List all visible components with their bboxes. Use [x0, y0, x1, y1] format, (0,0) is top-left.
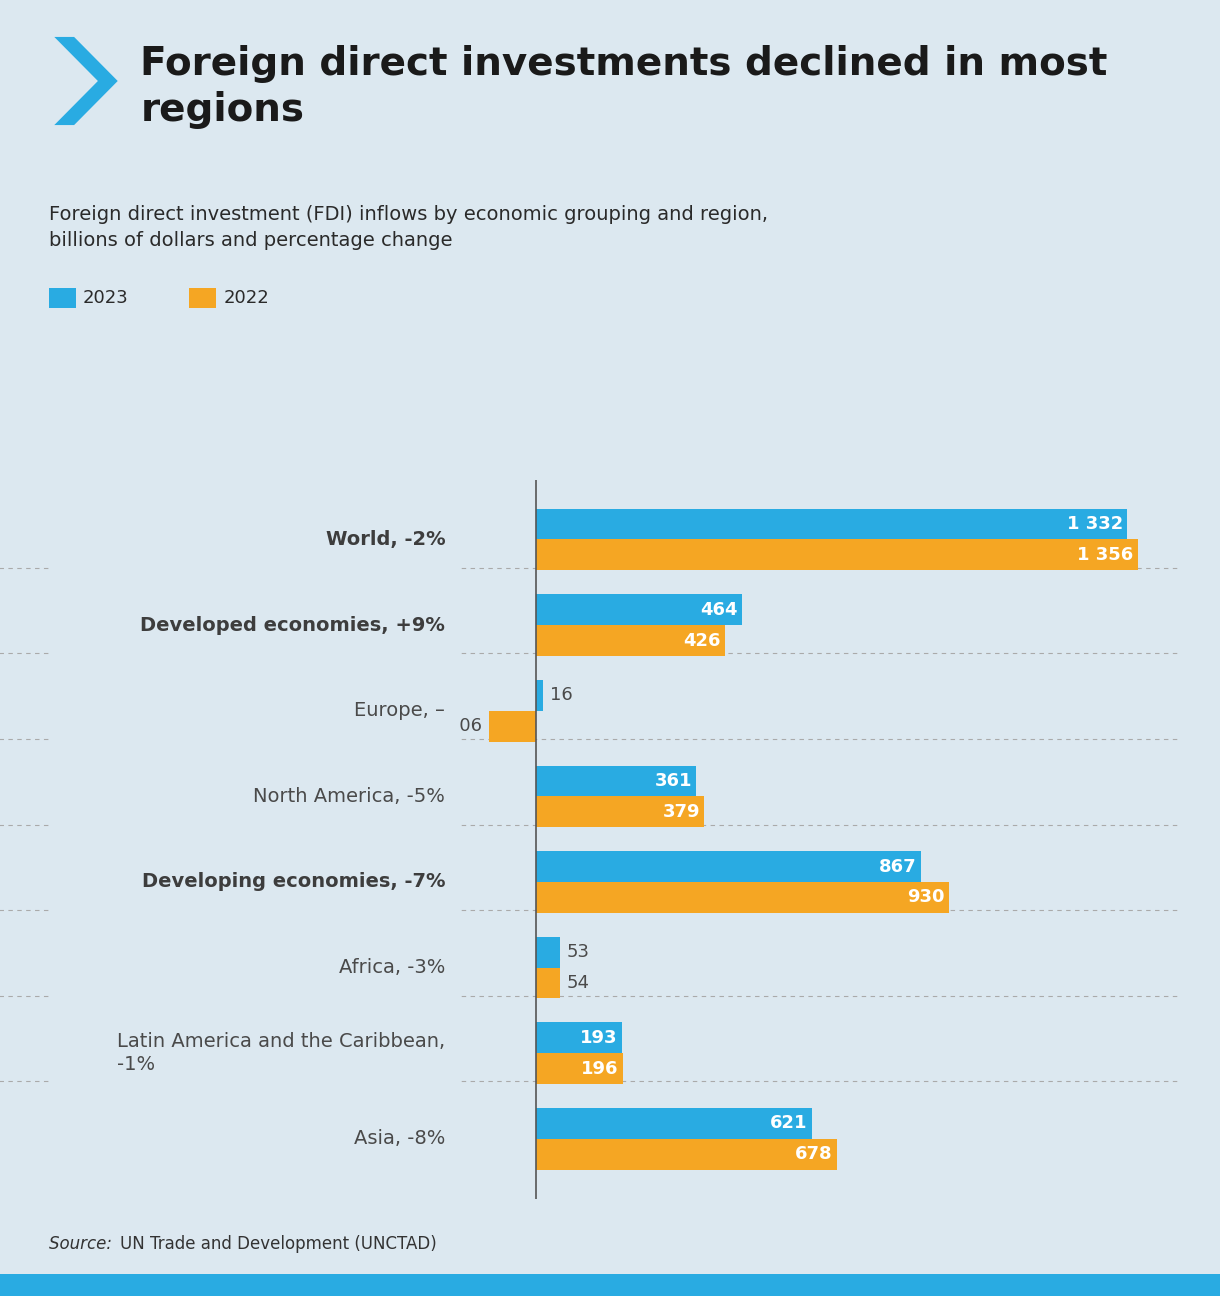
Polygon shape: [54, 38, 118, 124]
Text: Europe, –: Europe, –: [354, 701, 445, 721]
Text: 930: 930: [906, 888, 944, 906]
Text: 867: 867: [878, 858, 916, 876]
Text: 361: 361: [655, 772, 692, 791]
Text: 53: 53: [566, 943, 589, 962]
Text: Asia, -8%: Asia, -8%: [354, 1129, 445, 1148]
Text: 379: 379: [662, 802, 700, 820]
Bar: [537, 539, 1138, 570]
Bar: [537, 766, 697, 796]
Text: 2022: 2022: [223, 289, 268, 307]
Text: 2023: 2023: [83, 289, 129, 307]
Text: 1 356: 1 356: [1077, 546, 1133, 564]
Bar: [537, 508, 1127, 539]
Bar: [537, 595, 742, 625]
Text: Developed economies, +9%: Developed economies, +9%: [140, 616, 445, 635]
Bar: [537, 883, 949, 912]
Bar: [537, 1108, 811, 1139]
Text: Developing economies, -7%: Developing economies, -7%: [142, 872, 445, 892]
Text: 678: 678: [795, 1146, 833, 1164]
Bar: [537, 968, 560, 998]
Bar: [537, 796, 704, 827]
Text: 16: 16: [550, 687, 572, 704]
Bar: [489, 710, 537, 741]
Text: 54: 54: [567, 975, 590, 991]
Text: 464: 464: [700, 600, 738, 618]
Text: North America, -5%: North America, -5%: [254, 787, 445, 806]
Bar: [537, 1054, 623, 1083]
Text: Africa, -3%: Africa, -3%: [339, 958, 445, 977]
Text: UN Trade and Development (UNCTAD): UN Trade and Development (UNCTAD): [120, 1235, 437, 1253]
Text: 193: 193: [580, 1029, 617, 1047]
Text: 1 332: 1 332: [1066, 515, 1122, 533]
Text: 196: 196: [581, 1060, 619, 1078]
Bar: [537, 680, 543, 710]
Bar: [537, 1139, 837, 1170]
Text: –106: –106: [439, 717, 483, 735]
Text: 426: 426: [683, 631, 721, 649]
Text: Foreign direct investments declined in most
regions: Foreign direct investments declined in m…: [140, 45, 1108, 128]
Bar: [537, 1023, 622, 1054]
Text: Source:: Source:: [49, 1235, 117, 1253]
Text: Latin America and the Caribbean,
-1%: Latin America and the Caribbean, -1%: [117, 1032, 445, 1074]
Bar: [537, 851, 921, 883]
Text: World, -2%: World, -2%: [326, 530, 445, 550]
Text: Foreign direct investment (FDI) inflows by economic grouping and region,
billion: Foreign direct investment (FDI) inflows …: [49, 205, 767, 250]
Bar: [537, 625, 726, 656]
Text: 621: 621: [770, 1115, 808, 1133]
Bar: [537, 937, 560, 968]
